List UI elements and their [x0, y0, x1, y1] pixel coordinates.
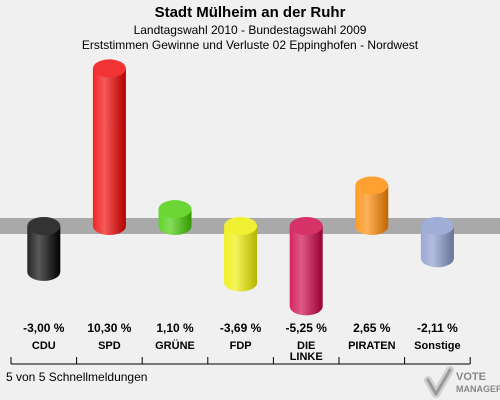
bars-group: [27, 59, 454, 316]
value-label: 10,30 %: [87, 321, 131, 335]
category-label: LINKE: [290, 351, 323, 363]
value-label: 2,65 %: [353, 321, 391, 335]
category-label: PIRATEN: [348, 340, 396, 352]
bar-sonstige: [420, 217, 454, 268]
value-label: -3,00 %: [23, 321, 65, 335]
category-label: CDU: [32, 340, 56, 352]
bar-fdp: [224, 217, 258, 292]
value-label: -2,11 %: [417, 321, 458, 335]
value-label: -3,69 %: [220, 321, 262, 335]
footer-status: 5 von 5 Schnellmeldungen: [6, 370, 148, 384]
logo-text-vote: VOTE: [456, 371, 486, 383]
bar-spd: [92, 59, 126, 235]
chart-title: Stadt Mülheim an der Ruhr: [154, 4, 346, 21]
category-label: SPD: [98, 340, 121, 352]
value-label: -5,25 %: [286, 321, 328, 335]
checkmark-icon: [424, 366, 454, 398]
category-label: Sonstige: [414, 340, 460, 352]
bar-die-linke: [289, 217, 323, 316]
bar-piraten: [355, 176, 389, 235]
category-label: DIE: [297, 340, 315, 352]
bar-cdu: [27, 217, 61, 281]
category-label: GRÜNE: [155, 339, 195, 352]
category-label: FDP: [230, 340, 252, 352]
chart-subtitle: Landtagswahl 2010 - Bundestagswahl 2009: [133, 23, 367, 37]
value-labels-group: -3,00 % 10,30 % 1,10 % -3,69 % -5,25 % 2,65 %…: [23, 321, 458, 335]
category-axis: [10, 357, 471, 365]
chart-subtitle-2: Erststimmen Gewinne und Verluste 02 Eppi…: [81, 38, 419, 52]
bar-grüne: [158, 200, 192, 235]
value-label: 1,10 %: [156, 321, 194, 335]
logo-text-manager: MANAGER: [456, 384, 500, 394]
votemanager-logo: VOTE MANAGER: [424, 366, 500, 398]
